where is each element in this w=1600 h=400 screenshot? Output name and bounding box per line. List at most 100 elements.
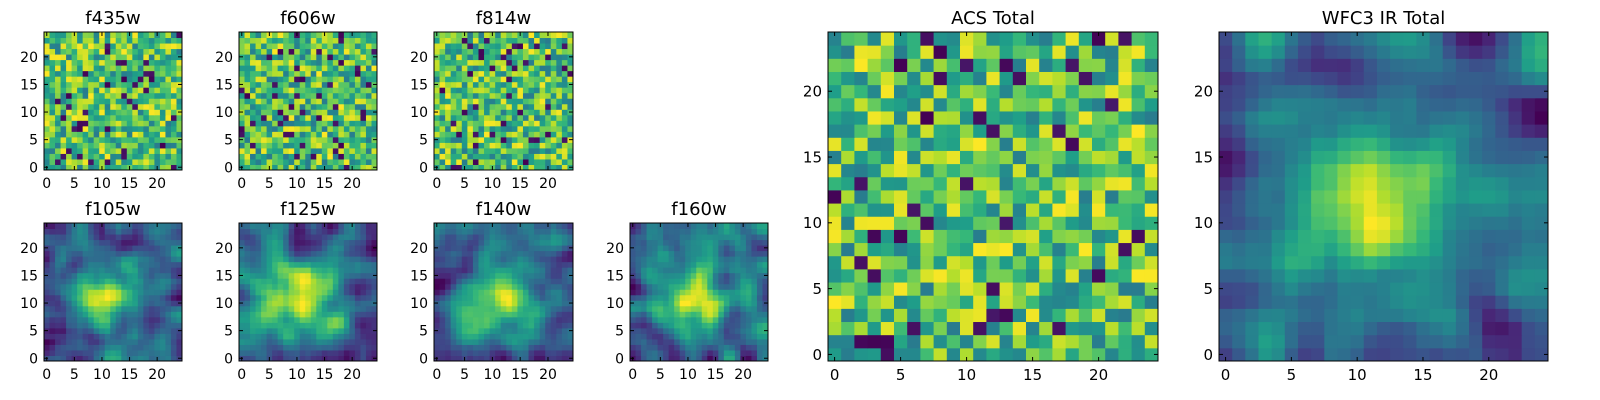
heatmap-cell (288, 147, 295, 154)
heatmap-cell (310, 355, 317, 362)
heatmap-cell (986, 189, 1001, 204)
heatmap-cell (696, 305, 703, 312)
heatmap-cell (288, 37, 295, 44)
heatmap-cell (472, 355, 479, 362)
heatmap-cell (506, 300, 513, 307)
heatmap-cell (294, 316, 301, 323)
heatmap-cell (316, 283, 323, 290)
heatmap-cell (646, 349, 653, 356)
heatmap-cell (148, 250, 155, 257)
heatmap-cell (115, 92, 122, 99)
heatmap-cell (635, 250, 642, 257)
heatmap-cell (630, 316, 637, 323)
heatmap-cell (751, 256, 758, 263)
heatmap-cell (461, 344, 468, 351)
heatmap-cell (266, 54, 273, 61)
heatmap-cell (310, 54, 317, 61)
heatmap-cell (489, 228, 496, 235)
heatmap-cell (244, 153, 251, 160)
heatmap-cell (973, 163, 987, 178)
heatmap-cell (266, 158, 273, 165)
heatmap-cell (696, 267, 703, 274)
heatmap-cell (690, 338, 697, 345)
heatmap-cell (255, 278, 262, 285)
heatmap-cell (165, 245, 172, 252)
heatmap-cell (740, 267, 747, 274)
heatmap-cell (663, 338, 670, 345)
heatmap-cell (71, 70, 78, 77)
heatmap-cell (288, 256, 295, 263)
heatmap-cell (712, 333, 719, 340)
heatmap-cell (294, 300, 301, 307)
heatmap-cell (545, 147, 552, 154)
heatmap-cell (170, 250, 177, 257)
heatmap-cell (545, 109, 552, 116)
heatmap-cell (349, 125, 356, 132)
heatmap-cell (489, 261, 496, 268)
heatmap-cell (635, 256, 642, 263)
heatmap-cell (305, 142, 312, 149)
heatmap-cell (500, 136, 507, 143)
heatmap-cell (272, 223, 279, 230)
heatmap-cell (349, 344, 356, 351)
heatmap-cell (534, 76, 541, 83)
heatmap-cell (478, 305, 485, 312)
heatmap-cell (126, 322, 133, 329)
heatmap-cell (55, 245, 62, 252)
heatmap-cell (467, 327, 474, 334)
heatmap-cell (132, 103, 139, 110)
heatmap-cell (478, 153, 485, 160)
heatmap-cell (250, 136, 257, 143)
heatmap-cell (646, 223, 653, 230)
heatmap-cell (343, 261, 350, 268)
heatmap-cell (360, 333, 367, 340)
heatmap-cell (66, 272, 73, 279)
heatmap-cell (729, 289, 736, 296)
heatmap-cell (148, 32, 155, 39)
y-tick-label: 15 (20, 77, 38, 93)
heatmap-cell (734, 294, 741, 301)
heatmap-cell (159, 76, 166, 83)
heatmap-cell (371, 234, 378, 241)
heatmap-cell (165, 43, 172, 50)
heatmap-cell (445, 87, 452, 94)
heatmap-cell (522, 223, 530, 230)
heatmap-cell (456, 54, 463, 61)
heatmap-cell (143, 158, 150, 165)
heatmap-cell (104, 120, 111, 127)
heatmap-cell (255, 311, 262, 318)
heatmap-cell (472, 131, 479, 138)
x-tick-label: 20 (148, 367, 166, 383)
heatmap-cell (99, 305, 106, 312)
heatmap-cell (690, 261, 697, 268)
heatmap-cell (115, 322, 122, 329)
heatmap-cell (745, 250, 752, 257)
heatmap-cell (365, 37, 372, 44)
heatmap-cell (456, 338, 463, 345)
heatmap-cell (121, 164, 128, 171)
heatmap-cell (288, 283, 295, 290)
heatmap-cell (277, 338, 284, 345)
heatmap-cell (646, 300, 653, 307)
heatmap-cell (60, 283, 67, 290)
heatmap-cell (1026, 268, 1040, 283)
heatmap-cell (707, 256, 714, 263)
heatmap-cell (365, 294, 372, 301)
heatmap-cell (522, 164, 530, 171)
heatmap-cell (539, 261, 546, 268)
heatmap-cell (272, 234, 279, 241)
heatmap-cell (495, 48, 502, 55)
heatmap-cell (528, 355, 535, 362)
heatmap-cell (556, 355, 563, 362)
heatmap-cell (44, 289, 51, 296)
y-tick-label: 20 (410, 50, 428, 66)
heatmap-cell (522, 327, 530, 334)
heatmap-cell (121, 305, 128, 312)
heatmap-cell (668, 300, 675, 307)
heatmap-cell (907, 321, 921, 336)
heatmap-cell (132, 272, 139, 279)
heatmap-cell (679, 338, 686, 345)
heatmap-cell (1092, 189, 1106, 204)
heatmap-cell (77, 131, 84, 138)
heatmap-cell (371, 261, 378, 268)
